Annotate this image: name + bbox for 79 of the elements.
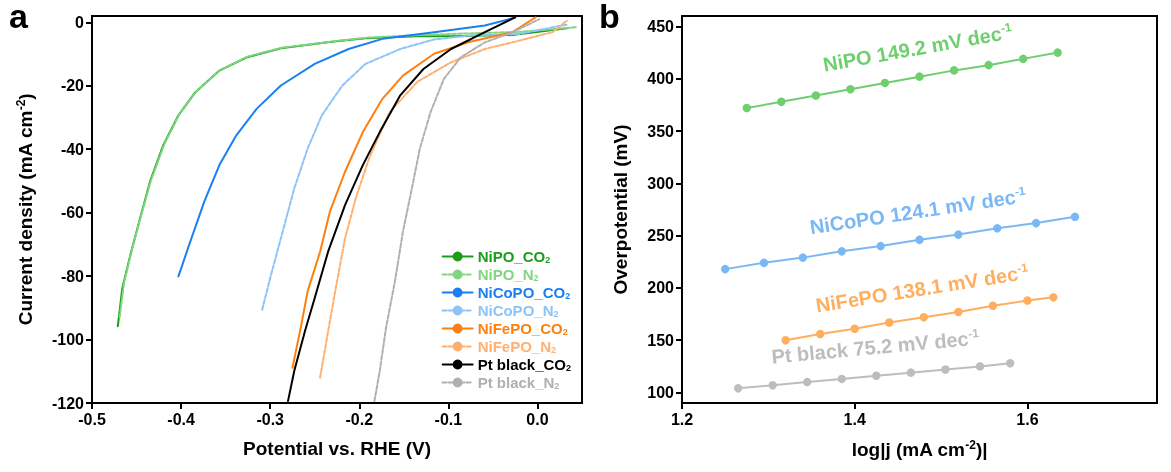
point [988,301,998,310]
y-tick-label: 450 [647,17,675,35]
y-tick-label: 0 [75,13,85,31]
point [1018,54,1028,64]
point [733,384,743,393]
y-tick-label: -100 [51,331,85,349]
point [759,258,769,268]
y-tick-label: 300 [647,174,675,192]
chart-title: b [599,0,620,35]
point [846,84,855,94]
point [802,377,812,387]
x-tick-label: 1.2 [670,410,694,428]
point [949,66,959,75]
point [768,380,777,390]
y-tick-label: -20 [60,77,85,95]
point [915,235,924,245]
point [1070,212,1080,222]
point [919,312,929,322]
point [1049,293,1058,302]
y-tick-label: 200 [647,279,675,297]
y-tick-label: -80 [60,267,85,285]
point [837,374,847,384]
point [975,362,985,371]
point [1023,296,1032,305]
legend-label: NiCoPO_N2 [477,302,559,319]
legend-label: Pt black_CO2 [477,356,572,373]
x-tick-label: 0.0 [526,410,549,428]
legend-label: NiFePO_CO2 [477,320,568,337]
point [876,241,885,251]
point [885,318,894,327]
point [872,371,881,381]
x-axis-title: Potential vs. RHE (V) [243,438,431,459]
y-tick-label: 350 [647,122,675,140]
point [837,247,847,256]
legend-label: NiPO_N2 [477,266,539,283]
point [954,307,963,317]
y-tick-label: 250 [647,227,675,245]
y-axis-title: Overpotential (mV) [610,124,631,295]
y-axis-title: Current density (mA cm-2) [14,93,36,326]
x-tick-label: -0.4 [167,410,195,428]
y-tick-label: 100 [647,384,675,402]
point [1053,48,1062,57]
x-tick-label: -0.3 [256,410,285,428]
point [815,329,825,339]
x-tick-label: 1.6 [1016,410,1039,428]
point [798,253,808,262]
y-tick-label: -120 [51,394,85,412]
y-tick-label: 150 [647,331,675,349]
y-tick-label: -60 [60,204,85,222]
point [811,91,821,100]
point [906,368,916,377]
point [954,230,963,239]
point [880,78,890,88]
point [1031,218,1041,228]
point [984,60,993,70]
point [781,335,790,345]
point [850,324,859,333]
chart-title: a [9,0,29,35]
legend-label: NiCoPO_CO2 [477,284,571,301]
point [992,224,1002,233]
x-tick-label: 1.4 [843,410,866,428]
y-tick-label: 400 [647,70,675,88]
text: NiFePO 138.1 mV dec-1 [814,260,1030,317]
x-tick-label: -0.1 [434,410,463,428]
point [742,103,752,113]
legend-label: Pt black_N2 [477,374,560,391]
point [777,97,786,107]
text: Pt black 75.2 mV dec-1 [770,326,980,368]
x-tick-label: -0.2 [345,410,374,428]
point [720,264,730,274]
legend-label: NiPO_CO2 [477,248,551,265]
point [1005,359,1015,368]
point [915,72,924,81]
text: NiCoPO 124.1 mV dec-1 [808,183,1027,239]
text: NiPO 149.2 mV dec-1 [821,19,1013,76]
y-tick-label: -40 [60,140,85,158]
point [941,365,950,374]
legend-label: NiFePO_N2 [477,338,556,355]
x-tick-label: -0.5 [78,410,106,428]
